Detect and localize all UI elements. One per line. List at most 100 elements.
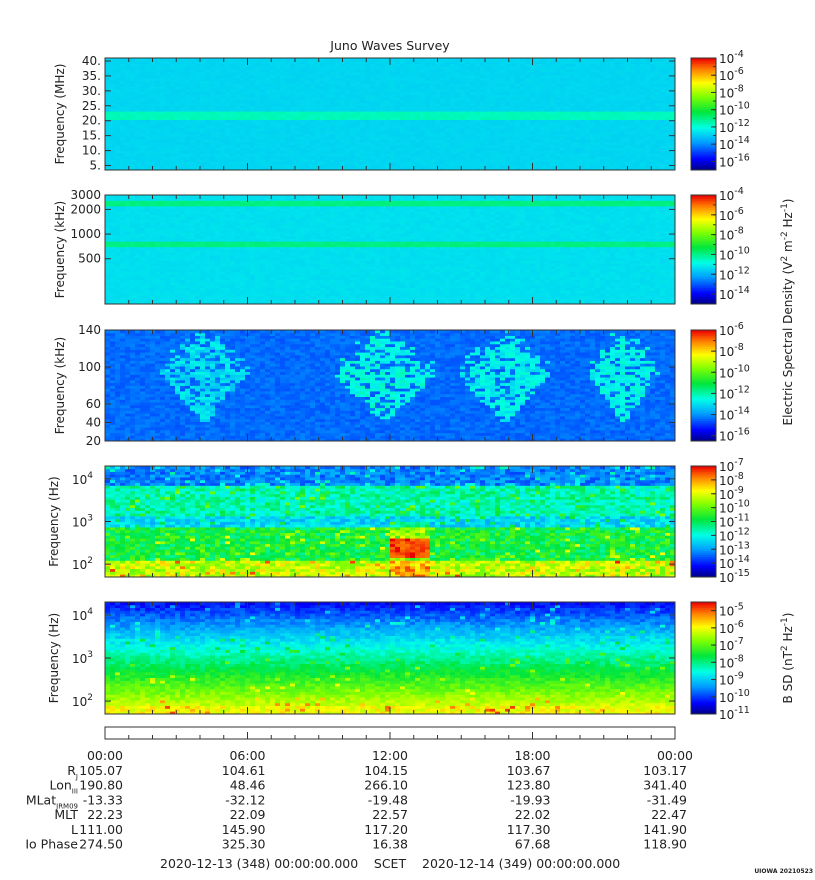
colorbar-tick-label: 10-14: [719, 406, 750, 423]
ephemeris-value: 118.90: [643, 837, 687, 852]
panel-1: 5.10.15.20.25.30.35.40.Frequency (MHz)10…: [53, 49, 750, 173]
ephemeris-value: -32.12: [225, 792, 265, 807]
colorbar-titles: Electric Spectral Density (V2 m-2 Hz-1) B…: [780, 198, 795, 703]
y-tick-label: 40: [86, 416, 101, 430]
panel-5-image: [105, 602, 675, 714]
panel-4-ylabel: Frequency (Hz): [47, 476, 61, 567]
ephemeris-label: MLT: [54, 807, 78, 822]
colorbar-tick-label: 10-12: [719, 384, 750, 401]
y-tick-label: 25.: [82, 99, 101, 113]
y-tick-label: 140: [78, 323, 101, 337]
ephemeris-value: 123.80: [507, 778, 551, 793]
panel-2-image: [105, 195, 675, 304]
ephemeris-value: 266.10: [364, 778, 408, 793]
colorbar-tick-label: 10-8: [719, 653, 744, 670]
ephemeris-label: L: [71, 822, 78, 837]
colorbar-tick-label: 10-4: [719, 49, 744, 66]
end-date-label: 2020-12-14 (349) 00:00:00.000: [422, 856, 620, 871]
panel-5-ylabel: Frequency (Hz): [47, 613, 61, 704]
magnetic-colorbar-title: B SD (nT2 Hz-1): [780, 613, 795, 704]
colorbar-tick-label: 10-8: [719, 226, 744, 243]
ephemeris-value: 22.47: [651, 807, 687, 822]
panel-3-ylabel: Frequency (kHz): [53, 337, 67, 434]
y-tick-label: 3000: [70, 188, 101, 202]
colorbar-tick-label: 10-7: [719, 636, 744, 653]
colorbar-tick-label: 10-6: [719, 206, 744, 223]
ephemeris-value: 105.07: [79, 763, 123, 778]
y-tick-label: 40.: [82, 54, 101, 68]
signature: UIOWA 20210523: [754, 868, 813, 875]
y-tick-label: 15.: [82, 129, 101, 143]
time-tick-label: 18:00: [514, 748, 550, 763]
colorbar-tick-label: 10-10: [719, 245, 750, 262]
colorbar-tick-label: 10-4: [719, 186, 744, 203]
ephemeris-value: 104.15: [364, 763, 408, 778]
colorbar-tick-label: 10-6: [719, 619, 744, 636]
colorbar-tick-label: 10-15: [719, 568, 750, 585]
ephemeris-value: 103.17: [643, 763, 687, 778]
panel-2-ylabel: Frequency (kHz): [53, 201, 67, 298]
ephemeris-value: 103.67: [507, 763, 551, 778]
y-tick-label: 35.: [82, 69, 101, 83]
ephemeris-value: 104.61: [222, 763, 266, 778]
ephemeris-value: 22.02: [515, 807, 551, 822]
colorbar-tick-label: 10-12: [719, 118, 750, 135]
ephemeris-value: -19.48: [368, 792, 408, 807]
ephemeris-value: 111.00: [79, 822, 123, 837]
y-tick-label: 102: [72, 556, 93, 572]
colorbar-tick-label: 10-11: [719, 705, 750, 722]
time-tick-label: 06:00: [229, 748, 265, 763]
y-tick-label: 100: [78, 360, 101, 374]
ephemeris-label: Io Phase: [25, 837, 78, 852]
ephemeris-value: 22.23: [87, 807, 123, 822]
colorbar-tick-label: 10-9: [719, 671, 744, 688]
time-tick-label: 00:00: [87, 748, 123, 763]
colorbar-tick-label: 10-6: [719, 66, 744, 83]
y-tick-label: 20.: [82, 114, 101, 128]
colorbar-tick-label: 10-8: [719, 342, 744, 359]
y-tick-label: 104: [72, 471, 93, 487]
ephemeris-value: 22.09: [230, 807, 266, 822]
panel-4-colorbar: 10-710-810-910-1010-1110-1210-1310-1410-…: [691, 457, 750, 585]
ephemeris-value: 274.50: [79, 837, 123, 852]
ephemeris-value: 190.80: [79, 778, 123, 793]
colorbar-tick-label: 10-10: [719, 363, 750, 380]
panel-1-image: [105, 58, 675, 170]
ephemeris-value: 22.57: [372, 807, 408, 822]
ephemeris-value: 48.46: [230, 778, 266, 793]
y-tick-label: 104: [72, 607, 93, 623]
ephemeris-value: 117.20: [364, 822, 408, 837]
y-tick-label: 102: [72, 693, 93, 709]
time-tick-label: 12:00: [372, 748, 408, 763]
colorbar-tick-label: 10-14: [719, 135, 750, 152]
start-date-label: 2020-12-13 (348) 00:00:00.000: [160, 856, 358, 871]
panel-1-ylabel: Frequency (MHz): [53, 64, 67, 165]
y-tick-label: 60: [86, 397, 101, 411]
ephemeris-value: -19.93: [510, 792, 550, 807]
y-tick-label: 1000: [70, 227, 101, 241]
colorbar-tick-label: 10-5: [719, 602, 744, 619]
y-tick-label: 2000: [70, 202, 101, 216]
ephemeris-value: -31.49: [647, 792, 687, 807]
y-tick-label: 103: [72, 514, 93, 530]
electric-colorbar-title: Electric Spectral Density (V2 m-2 Hz-1): [780, 198, 795, 425]
panel-4-image: [105, 466, 675, 577]
colorbar-tick-label: 10-8: [719, 83, 744, 100]
time-tick-label: 00:00: [657, 748, 693, 763]
colorbar-tick-label: 10-16: [719, 427, 750, 444]
panel-3-image: [105, 330, 675, 441]
y-tick-label: 30.: [82, 84, 101, 98]
figure-title: Juno Waves Survey: [329, 38, 450, 53]
y-tick-label: 20: [86, 434, 101, 448]
colorbar-tick-label: 10-16: [719, 152, 750, 169]
panel-4: 102 103 104 Frequency (Hz) 10-710-810-910-10…: [47, 457, 750, 585]
ephemeris-value: 67.68: [515, 837, 551, 852]
